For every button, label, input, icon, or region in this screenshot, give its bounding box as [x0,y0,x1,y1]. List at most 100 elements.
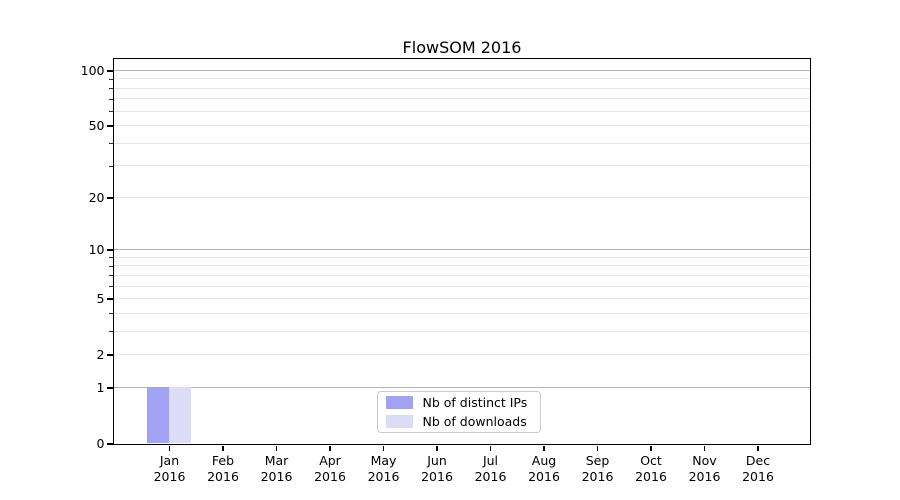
gridline-minor [113,256,810,258]
y-tick-label: 20 [88,189,105,205]
gridline-minor [113,110,810,112]
gridline-minor [113,125,810,127]
y-tick-label: 100 [80,62,105,78]
x-tick-label-month: Apr [319,452,341,468]
y-tick-mark [106,298,113,300]
gridline-minor [113,312,810,314]
x-tick-mark [703,445,706,451]
y-axis: 0 1 2 5 10 20 50 100 [0,59,113,451]
gridline-minor [113,87,810,89]
x-tick-label: Oct 2016 [616,453,686,486]
y-tick-label: 10 [88,242,105,258]
y-tick-label: 50 [88,118,105,134]
x-tick-label: Mar 2016 [242,453,312,486]
x-tick-label-year: 2016 [367,469,400,484]
x-tick-label-year: 2016 [688,469,721,484]
x-tick-mark [329,445,331,451]
y-tick-label: 5 [96,291,105,307]
y-minor-tick-mark [109,143,113,145]
x-tick-label: Feb 2016 [188,453,258,486]
x-tick-label-month: Sep [585,452,610,468]
x-tick-mark [275,445,278,451]
x-tick-mark [168,445,171,451]
x-tick-label-year: 2016 [260,469,293,484]
y-minor-tick-mark [109,313,113,315]
x-tick-label-year: 2016 [742,469,774,484]
x-tick-label-year: 2016 [581,469,614,484]
y-minor-tick-mark [109,265,113,267]
gridline-minor [113,330,810,332]
y-minor-tick-mark [109,111,113,113]
y-minor-tick-mark [109,98,113,100]
gridline-minor [113,354,810,356]
y-minor-tick-mark [109,286,113,288]
y-tick-mark [106,70,113,72]
x-tick-label-month: Jun [427,452,447,468]
y-tick-mark [106,387,113,389]
y-minor-tick-mark [109,165,113,167]
bar-distinct-ips [147,387,169,444]
x-tick-mark [489,445,492,451]
x-tick-label: Jan 2016 [135,453,205,486]
gridline-minor [113,298,810,300]
y-minor-tick-mark [109,257,113,259]
y-minor-tick-mark [109,78,113,80]
y-minor-tick-mark [109,331,113,333]
gridline-minor [113,78,810,80]
legend-label: Nb of downloads [422,414,527,429]
y-tick-mark [106,197,113,199]
x-tick-label: Nov 2016 [670,453,740,486]
bar-downloads [169,387,191,444]
legend-item: Nb of downloads [378,413,540,430]
x-tick-label-month: Jan [159,452,180,468]
gridline-major [113,386,810,388]
x-tick-label-year: 2016 [421,469,453,484]
gridline-minor [113,142,810,144]
gridline-minor [113,274,810,276]
x-tick-mark [596,445,599,451]
y-minor-tick-mark [109,275,113,277]
x-tick-label-year: 2016 [474,469,507,484]
x-tick-mark [650,445,652,451]
y-tick-label: 0 [96,436,105,451]
x-tick-label-month: May [370,452,397,468]
y-tick-mark [106,249,113,251]
x-tick-label: Apr 2016 [295,453,365,486]
x-tick-mark [757,445,759,451]
x-tick-label: Sep 2016 [563,453,633,486]
x-tick-label: Aug 2016 [509,453,579,486]
x-tick-label-month: Feb [211,452,235,468]
y-tick-label: 1 [96,379,105,395]
gridline-major [113,69,810,71]
y-tick-label: 2 [96,347,105,363]
legend-swatch [385,415,413,428]
gridline-minor [113,98,810,100]
legend: Nb of distinct IPs Nb of downloads [376,391,541,433]
x-tick-mark [382,445,385,451]
x-tick-label-month: Oct [640,452,662,468]
gridline-minor [113,165,810,167]
x-tick-label-year: 2016 [207,469,239,484]
x-tick-label: Jul 2016 [456,453,526,486]
legend-item: Nb of distinct IPs [378,394,540,411]
chart-title: FlowSOM 2016 [402,38,522,57]
gridline-minor [113,265,810,267]
gridline-major [113,249,810,251]
x-tick-label: Jun 2016 [402,453,472,486]
x-tick-mark [543,445,545,451]
x-tick-label-month: Aug [531,452,557,468]
x-tick-label-month: Jul [482,452,499,468]
legend-swatch [385,396,413,409]
x-tick-label-year: 2016 [635,469,667,484]
x-tick-label: Dec 2016 [723,453,793,486]
y-tick-mark [106,443,113,445]
y-minor-tick-mark [109,88,113,90]
x-tick-mark [222,445,224,451]
y-tick-mark [106,125,113,127]
gridline-minor [113,196,810,198]
plot-area: Nb of distinct IPs Nb of downloads [112,57,811,445]
x-axis: Jan 2016 Feb 2016 Mar 2016 Apr 2016 May 2016 Jun 20… [114,445,810,496]
x-tick-label-month: Mar [264,452,289,468]
x-tick-label-year: 2016 [528,469,560,484]
